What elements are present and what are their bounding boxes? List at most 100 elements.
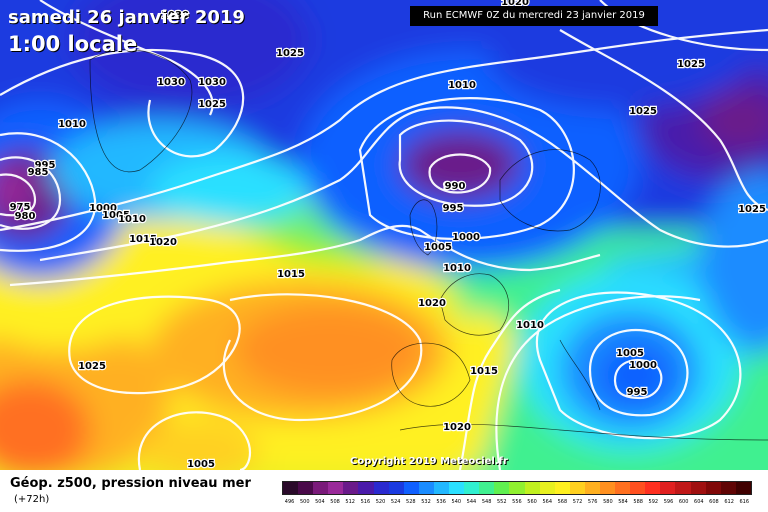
isobar-line: [0, 48, 245, 158]
color-scale-tick: 612: [724, 499, 734, 505]
color-scale-cell: [418, 482, 434, 494]
isobar-label: 1030: [198, 77, 226, 88]
color-scale-cell: [298, 482, 314, 494]
isobar-line: [0, 173, 37, 217]
isobar-label: 1025: [629, 106, 657, 117]
isobar-label: 990: [445, 181, 466, 192]
coast-greenland: [89, 49, 193, 173]
isobar-label: 1005: [102, 210, 130, 221]
color-scale-tick: 608: [709, 499, 719, 505]
color-scale-cell: [615, 482, 631, 494]
isobar-label: 1005: [616, 348, 644, 359]
color-scale-tick: 504: [315, 499, 325, 505]
color-scale-tick: 528: [406, 499, 416, 505]
color-scale-cell: [539, 482, 555, 494]
forecast-map: 1030 1025 1030 1030 1025 1010 995 990 98…: [0, 0, 768, 470]
color-scale-cell: [449, 482, 465, 494]
isobar-label: 1030: [161, 10, 189, 21]
color-scale-cell: [705, 482, 721, 494]
color-scale-cell: [599, 482, 616, 494]
color-scale-tick: 512: [345, 499, 355, 505]
color-scale-cell: [343, 482, 359, 494]
isobar-line: [559, 29, 768, 212]
coast-north-africa: [399, 423, 768, 441]
coastlines: [89, 49, 768, 441]
isobar-line: [358, 97, 575, 241]
isobar-label: 995: [627, 387, 648, 398]
color-scale-tick: 596: [663, 499, 674, 505]
isobar-line: [137, 411, 251, 470]
isobar-lines: [0, 0, 768, 470]
coast-france: [439, 273, 509, 336]
isobar-line: [39, 0, 214, 116]
coast-uk: [409, 199, 438, 256]
color-scale-cell: [313, 482, 329, 494]
isobar-label: 1020: [501, 0, 529, 8]
color-scale-cell: [509, 482, 525, 494]
isobar-label: 1020: [149, 237, 177, 248]
forecast-time: 1:00 locale: [8, 32, 138, 56]
color-scale-tick: 616: [739, 499, 750, 505]
isobar-line: [0, 28, 768, 232]
color-scale-tick: 524: [390, 499, 401, 505]
isobar-line: [9, 224, 601, 287]
isobar-label: 1025: [198, 99, 226, 110]
color-scale-tick: 560: [527, 499, 537, 505]
isobar-line: [613, 358, 663, 400]
color-scale-tick: 572: [572, 499, 583, 505]
color-scale-tick: 552: [496, 499, 507, 505]
coast-scandinavia: [499, 149, 601, 232]
isobar-label: 985: [28, 167, 49, 178]
isobar-label: 1025: [677, 59, 705, 70]
isobar-label: 995: [443, 203, 464, 214]
isobar-labels: 1030 1025 1030 1030 1025 1010 995 990 98…: [8, 0, 767, 470]
color-scale-tick: 592: [648, 499, 659, 505]
color-scale-cell: [403, 482, 419, 494]
isobar-label: 1025: [78, 361, 106, 372]
color-scale-cell: [283, 482, 299, 494]
legend-title: Géop. z500, pression niveau mer: [10, 476, 251, 491]
geopotential-field: [0, 0, 768, 470]
isobar-label: 1020: [443, 422, 471, 433]
color-scale-tick: 532: [421, 499, 431, 505]
isobar-line: [458, 288, 561, 470]
color-scale-cell: [328, 482, 344, 494]
isobar-label: 1010: [58, 119, 86, 130]
isobar-label: 1010: [516, 320, 544, 331]
isobar-label: 1000: [629, 360, 657, 371]
legend-subtitle: (+72h): [14, 494, 50, 505]
isobar-label: 980: [15, 211, 36, 222]
color-scale-cell: [735, 482, 751, 494]
color-scale-tick: 584: [618, 499, 628, 505]
color-scale-tick: 548: [481, 499, 492, 505]
isobar-label: 1020: [418, 298, 446, 309]
isobar-line: [0, 156, 62, 230]
isobar-label: 1015: [470, 366, 498, 377]
color-scale-tick: 500: [299, 499, 310, 505]
forecast-date: samedi 26 janvier 2019: [8, 7, 245, 28]
color-scale-tick: 568: [557, 499, 568, 505]
isobar-label: 1030: [157, 77, 185, 88]
color-scale-cell: [584, 482, 600, 494]
color-scale-cell: [524, 482, 540, 494]
color-scale-cell: [373, 482, 389, 494]
color-scale: [282, 481, 752, 495]
color-scale-tick: 496: [284, 499, 295, 505]
isobar-label: 975: [10, 202, 31, 213]
color-scale-cell: [569, 482, 585, 494]
isobar-line: [398, 119, 534, 207]
color-scale-cell: [464, 482, 480, 494]
color-scale-cell: [554, 482, 570, 494]
color-scale-cell: [675, 482, 691, 494]
color-scale-cell: [358, 482, 374, 494]
color-scale-tick: 516: [360, 499, 371, 505]
color-scale-tick: 576: [587, 499, 598, 505]
color-scale-tick: 600: [678, 499, 689, 505]
isobar-label: 1015: [129, 234, 157, 245]
color-scale-cell: [433, 482, 450, 494]
color-scale-tick: 580: [603, 499, 613, 505]
isobar-label: 1005: [187, 459, 215, 470]
color-scale-cell: [630, 482, 646, 494]
isobar-line: [68, 295, 241, 395]
isobar-line: [428, 153, 492, 194]
